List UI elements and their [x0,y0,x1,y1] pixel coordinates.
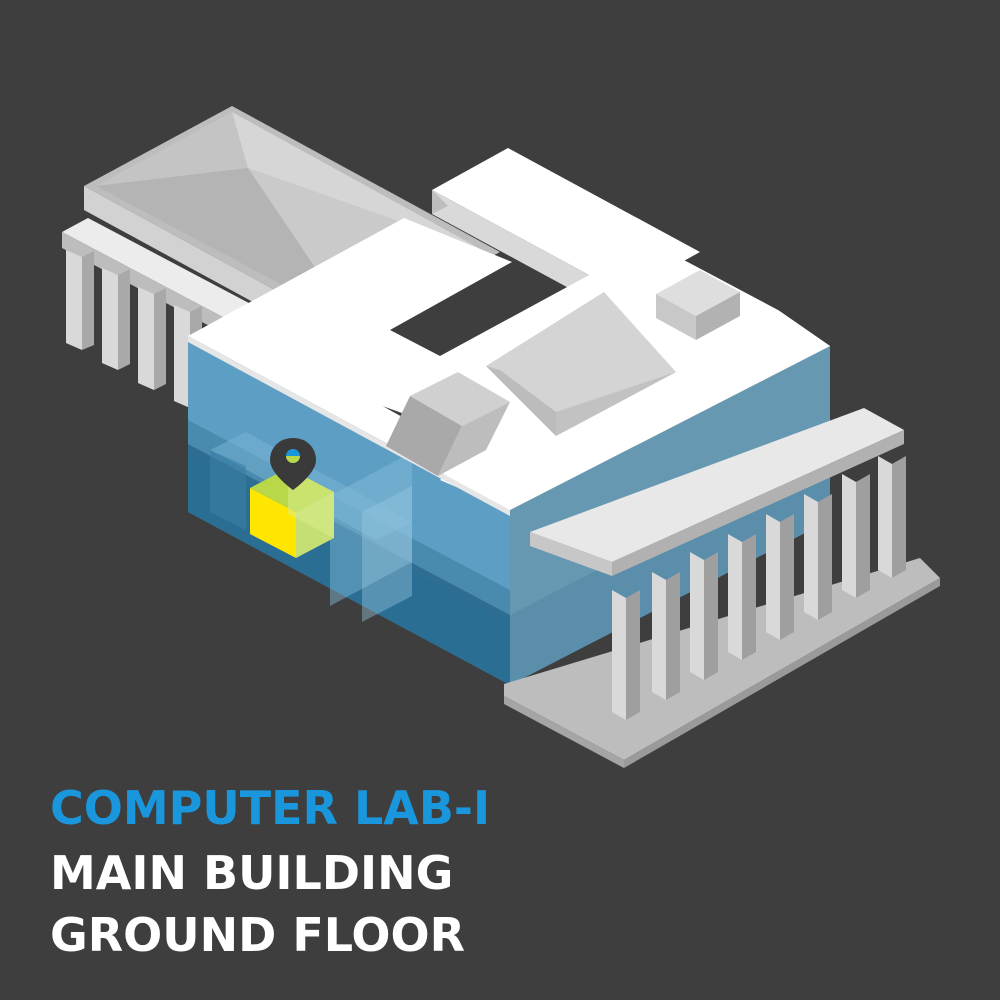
rooftop-box [656,270,740,340]
right-portico [504,408,940,768]
rooftop-wedge [486,292,676,436]
room-name: COMPUTER LAB-I [50,781,491,835]
highlighted-room[interactable] [250,468,334,558]
rooftop-skylight [386,372,510,476]
building-name: MAIN BUILDING [50,846,454,900]
location-pin-icon [270,438,316,490]
floor-name: GROUND FLOOR [50,908,466,962]
